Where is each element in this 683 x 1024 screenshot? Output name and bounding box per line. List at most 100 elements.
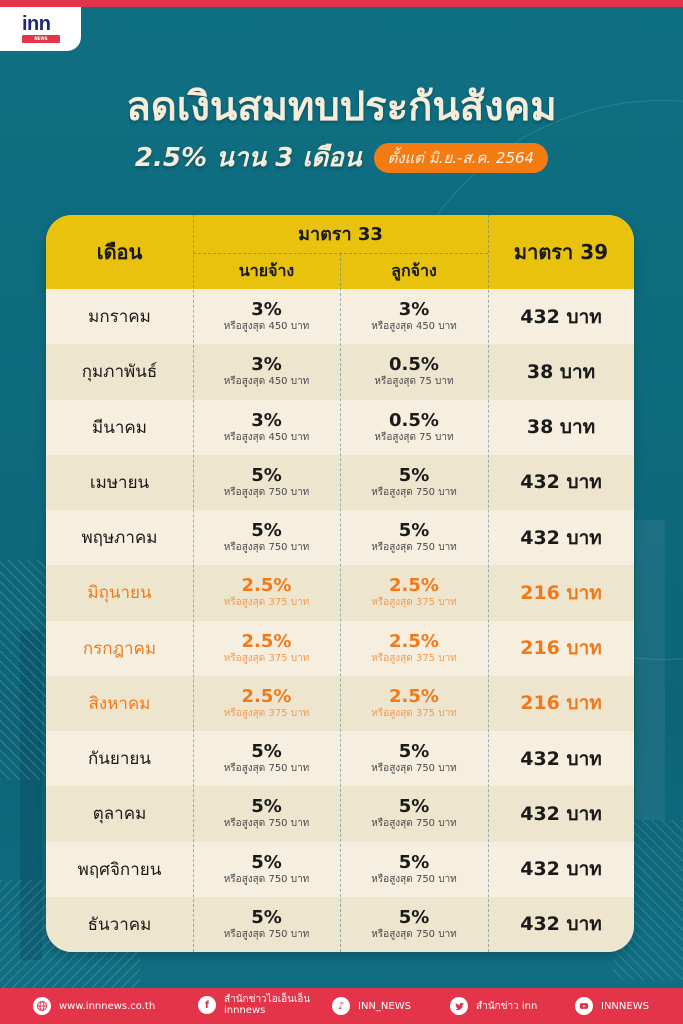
footer-bar: www.innnews.co.th f สำนักข่าวไอเอ็นเอ็น … [0, 988, 683, 1024]
employee-max: หรือสูงสุด 750 บาท [371, 818, 457, 830]
month-cell: ตุลาคม [92, 804, 147, 825]
employee-cell: 0.5% หรือสูงสุด 75 บาท [340, 344, 488, 399]
employee-cell: 5% หรือสูงสุด 750 บาท [340, 455, 488, 510]
employee-cell: 3% หรือสูงสุด 450 บาท [340, 289, 488, 344]
employee-cell: 5% หรือสูงสุด 750 บาท [340, 897, 488, 952]
headline-subtitle: 2.5% นาน 3 เดือน [134, 143, 362, 173]
twitter-label: สำนักข่าว inn [476, 1000, 538, 1012]
employee-max: หรือสูงสุด 750 บาท [371, 763, 457, 775]
employee-rate: 0.5% [389, 409, 439, 431]
section39-cell: 432 บาท [520, 858, 602, 881]
employee-cell: 5% หรือสูงสุด 750 บาท [340, 731, 488, 786]
month-cell: ธันวาคม [87, 914, 152, 935]
column-divider [193, 215, 194, 952]
employee-rate: 5% [398, 464, 430, 486]
employee-max: หรือสูงสุด 75 บาท [374, 431, 454, 443]
employer-rate: 3% [251, 354, 282, 376]
section39-cell: 432 บาท [520, 526, 602, 549]
facebook-icon: f [198, 996, 216, 1014]
section39-cell: 38 บาท [526, 416, 596, 439]
employer-rate: 5% [251, 906, 282, 928]
employee-cell: 5% หรือสูงสุด 750 บาท [340, 786, 488, 841]
month-cell: มีนาคม [92, 417, 147, 438]
logo-wordmark: inn [22, 13, 51, 35]
employer-rate: 2.5% [241, 685, 292, 707]
employee-max: หรือสูงสุด 375 บาท [371, 652, 457, 664]
employee-cell: 5% หรือสูงสุด 750 บาท [340, 510, 488, 565]
employer-max: หรือสูงสุด 750 บาท [223, 928, 310, 940]
employee-max: หรือสูงสุด 750 บาท [371, 486, 457, 498]
employer-cell: 5% หรือสูงสุด 750 บาท [193, 510, 340, 565]
employer-cell: 3% หรือสูงสุด 450 บาท [193, 400, 340, 455]
globe-icon [33, 997, 51, 1015]
employer-cell: 2.5% หรือสูงสุด 375 บาท [193, 565, 340, 620]
employer-max: หรือสูงสุด 375 บาท [223, 707, 310, 719]
section39-cell: 38 บาท [526, 360, 596, 383]
employer-max: หรือสูงสุด 375 บาท [223, 652, 310, 664]
employer-max: หรือสูงสุด 750 บาท [223, 763, 310, 775]
footer-youtube-link[interactable]: INNNEWS [575, 997, 649, 1015]
employer-max: หรือสูงสุด 750 บาท [223, 873, 310, 885]
employer-max: หรือสูงสุด 450 บาท [223, 431, 310, 443]
employer-rate: 5% [251, 741, 282, 763]
employer-max: หรือสูงสุด 750 บาท [223, 486, 310, 498]
employer-rate: 2.5% [241, 630, 292, 652]
employee-rate: 5% [398, 520, 430, 542]
section39-cell: 216 บาท [520, 692, 602, 715]
header-section33: มาตรา 33 [298, 224, 383, 245]
employee-max: หรือสูงสุด 75 บาท [374, 376, 454, 388]
header-section39: มาตรา 39 [513, 240, 609, 264]
tiktok-label: INN_NEWS [358, 1000, 411, 1012]
employer-cell: 3% หรือสูงสุด 450 บาท [193, 289, 340, 344]
top-accent-strip [0, 0, 683, 7]
employee-cell: 2.5% หรือสูงสุด 375 บาท [340, 621, 488, 676]
employee-rate: 5% [398, 741, 430, 763]
decorative-bar [20, 630, 42, 960]
section39-cell: 432 บาท [520, 305, 602, 328]
column-divider [340, 253, 341, 952]
footer-tiktok-link[interactable]: ♪ INN_NEWS [332, 997, 411, 1015]
section39-cell: 216 บาท [520, 637, 602, 660]
employee-rate: 2.5% [389, 575, 439, 597]
footer-facebook-link[interactable]: f สำนักข่าวไอเอ็นเอ็น innnews [198, 994, 310, 1016]
employer-cell: 5% หรือสูงสุด 750 บาท [193, 731, 340, 786]
employee-max: หรือสูงสุด 750 บาท [371, 542, 457, 554]
facebook-labels: สำนักข่าวไอเอ็นเอ็น innnews [224, 994, 310, 1016]
month-cell: เมษายน [89, 472, 150, 493]
section39-cell: 432 บาท [520, 802, 602, 825]
footer-website-link[interactable]: www.innnews.co.th [33, 997, 155, 1015]
youtube-label: INNNEWS [601, 1000, 649, 1012]
employee-rate: 2.5% [389, 685, 439, 707]
twitter-icon [450, 997, 468, 1015]
facebook-label-line1: สำนักข่าวไอเอ็นเอ็น [224, 994, 311, 1005]
contribution-table: เดือน มาตรา 33 นายจ้าง ลูกจ้าง มาตรา 39 … [46, 215, 634, 952]
employee-rate: 0.5% [389, 354, 439, 376]
employer-rate: 3% [251, 409, 282, 431]
employee-cell: 2.5% หรือสูงสุด 375 บาท [340, 676, 488, 731]
employer-max: หรือสูงสุด 375 บาท [223, 597, 310, 609]
header-month: เดือน [96, 240, 143, 264]
employer-cell: 5% หรือสูงสุด 750 บาท [193, 842, 340, 897]
employee-max: หรือสูงสุด 750 บาท [371, 928, 457, 940]
decorative-bar [635, 520, 665, 820]
column-divider [488, 215, 489, 952]
employer-rate: 5% [251, 520, 282, 542]
employer-cell: 5% หรือสูงสุด 750 บาท [193, 455, 340, 510]
month-cell: สิงหาคม [88, 693, 151, 714]
website-label: www.innnews.co.th [59, 1000, 156, 1012]
employer-cell: 5% หรือสูงสุด 750 บาท [193, 786, 340, 841]
header-employee: ลูกจ้าง [391, 261, 437, 280]
month-cell: พฤศจิกายน [77, 859, 162, 880]
youtube-icon [575, 997, 593, 1015]
employee-max: หรือสูงสุด 450 บาท [371, 321, 457, 333]
employee-rate: 2.5% [389, 630, 439, 652]
month-cell: กุมภาพันธ์ [81, 362, 158, 383]
employer-max: หรือสูงสุด 750 บาท [223, 818, 310, 830]
employer-max: หรือสูงสุด 450 บาท [223, 376, 310, 388]
month-cell: พฤษภาคม [81, 528, 158, 549]
footer-twitter-link[interactable]: สำนักข่าว inn [450, 997, 537, 1015]
employee-cell: 2.5% หรือสูงสุด 375 บาท [340, 565, 488, 620]
employee-max: หรือสูงสุด 750 บาท [371, 873, 457, 885]
logo-badge: NEWS [22, 35, 60, 43]
section39-cell: 432 บาท [520, 471, 602, 494]
